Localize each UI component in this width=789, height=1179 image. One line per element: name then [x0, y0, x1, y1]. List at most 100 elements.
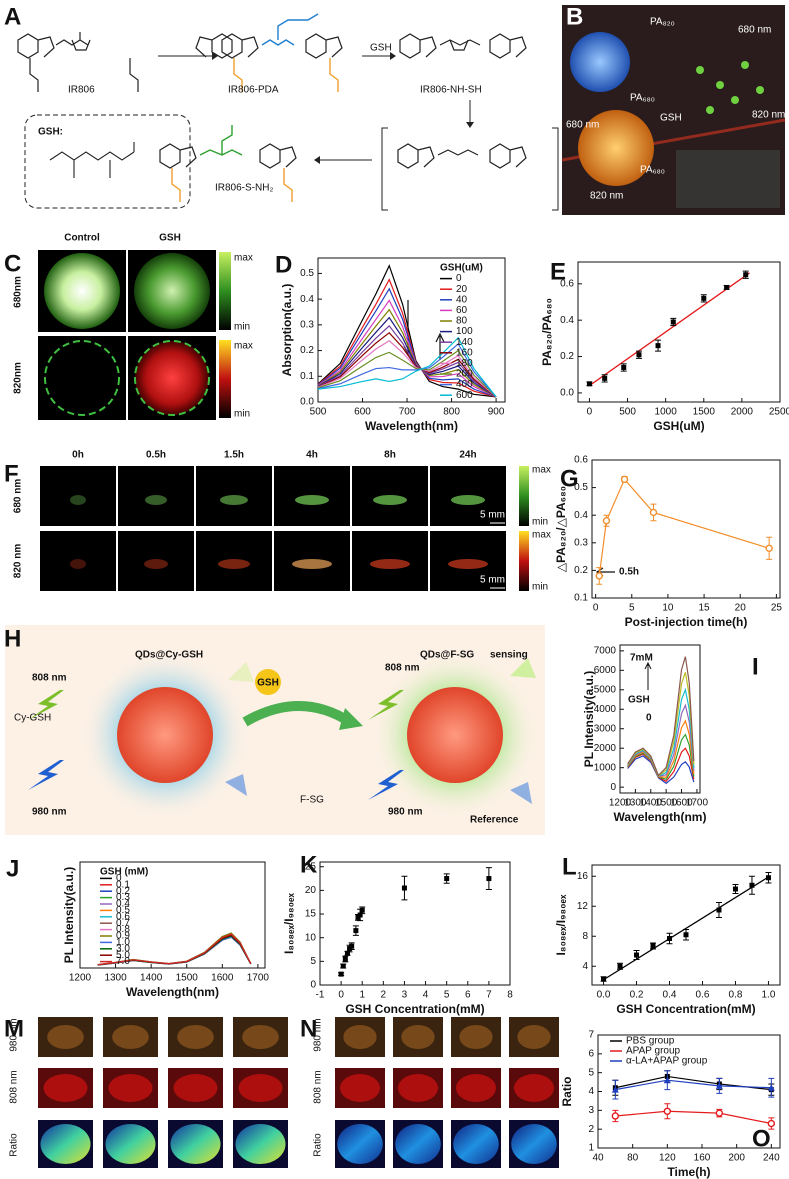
series-line — [317, 316, 497, 398]
legend-title: GSH (mM) — [100, 867, 148, 878]
series-line — [627, 755, 695, 785]
signal — [453, 1124, 499, 1164]
y-tick-label: 0.3 — [300, 319, 314, 330]
box-title: GSH: — [38, 127, 63, 138]
signal — [238, 1074, 283, 1102]
y-tick-label: 12 — [577, 901, 589, 912]
y-tick-label: 0.0 — [300, 397, 314, 408]
legend-label: 0.6 — [116, 911, 130, 922]
x-tick-label: 1 — [359, 990, 365, 1001]
image — [118, 466, 194, 526]
x-tick-label: 500 — [619, 407, 636, 418]
colorbar-label: max — [234, 341, 253, 352]
x-tick-label: 5 — [444, 990, 450, 1001]
marker — [724, 284, 730, 290]
legend-label: 0.5 — [116, 905, 130, 916]
marker — [601, 976, 607, 982]
scale-bar: 5 mm — [480, 575, 505, 586]
marker — [715, 1082, 723, 1089]
signal — [340, 1074, 380, 1102]
legend-label: 5.0 — [116, 950, 130, 961]
x-tick-label: 40 — [592, 1153, 604, 1164]
column-label: 0h — [72, 450, 84, 461]
marker — [602, 375, 608, 381]
column-label: 24h — [459, 450, 476, 461]
label: PA₈₂₀ — [650, 17, 675, 28]
legend-label: PBS group — [626, 1036, 675, 1047]
marker — [767, 1084, 775, 1091]
reagent-label: GSH — [370, 43, 392, 54]
x-tick-label: 1600 — [211, 973, 234, 984]
legend-label: 60 — [456, 305, 468, 316]
legend-label: α-LA+APAP group — [626, 1056, 708, 1067]
panel-letter: I — [752, 653, 759, 680]
panel-h: H GSH 808 nm 980 nm QDs@Cy-GSH Cy-GSH 80… — [4, 625, 545, 835]
y-tick-label: 0.0 — [560, 388, 574, 399]
y-tick-label: 0.4 — [574, 510, 588, 521]
scale-bar: 5 mm — [480, 510, 505, 521]
y-axis-label: PL Intensity(a.u.) — [62, 867, 76, 963]
legend-label: 200 — [456, 369, 473, 380]
excitation-label: 980 nm — [32, 807, 67, 818]
panel-f: F 0h 0.5h 1.5h 4h 8h 24h 680 nm 820 nm max mi… — [4, 450, 551, 593]
signal — [295, 495, 329, 505]
y-tick-label: 20 — [305, 885, 317, 896]
x-tick-label: 1400 — [140, 973, 163, 984]
marker — [444, 876, 450, 882]
plot-frame — [319, 861, 511, 986]
series-line — [627, 733, 695, 780]
reagent: GSH — [257, 678, 279, 689]
legend-label: 1.0 — [116, 937, 130, 948]
y-tick-label: 25 — [305, 861, 317, 872]
series-line — [317, 325, 497, 398]
label: PA₆₈₀ — [640, 165, 665, 176]
series-line — [317, 342, 497, 398]
series-line — [627, 656, 695, 777]
series-line — [317, 349, 497, 398]
y-tick-label: 0.2 — [574, 565, 588, 576]
excitation-label: 980 nm — [388, 807, 423, 818]
x-axis-label: GSH(uM) — [653, 419, 704, 433]
signal — [451, 495, 485, 505]
label: PA₆₈₀ — [630, 93, 655, 104]
plot-frame — [591, 864, 781, 986]
fit-line — [589, 272, 750, 387]
x-tick-label: 200 — [728, 1153, 745, 1164]
signal — [173, 1074, 218, 1102]
y-tick-label: 0.6 — [560, 278, 574, 289]
marker — [349, 943, 355, 949]
y-axis-label: Absorption(a.u.) — [280, 284, 294, 377]
marker — [732, 886, 738, 892]
panel-letter: J — [6, 855, 19, 882]
series-line — [627, 687, 695, 777]
bond — [29, 58, 139, 92]
marker — [767, 1119, 776, 1128]
series-line — [97, 933, 252, 966]
signal — [337, 1124, 383, 1164]
signal — [218, 559, 250, 569]
column-label: Control — [64, 233, 100, 244]
x-tick-label: 6 — [465, 990, 471, 1001]
y-tick-label: 2 — [588, 1124, 594, 1135]
row-label: 808 nm — [313, 1070, 324, 1103]
plot-frame — [79, 861, 266, 969]
signal — [448, 559, 488, 569]
signal — [145, 495, 167, 505]
legend-label: 3.0 — [116, 943, 130, 954]
series-line — [615, 1110, 772, 1125]
compound-label: IR806 — [68, 85, 95, 96]
panel-m: M 980 nm 808 nm Ratio — [4, 1015, 24, 1156]
y-axis-label: △PA₈₂₀/△PA₆₈₀ — [554, 486, 568, 572]
y-tick-label: 0.1 — [300, 371, 314, 382]
series-line — [317, 299, 497, 398]
gsh-box — [24, 114, 191, 209]
marker — [670, 319, 676, 325]
x-tick-label: 8 — [507, 990, 513, 1001]
x-tick-label: 2500 — [769, 407, 789, 418]
x-tick-label: 160 — [694, 1153, 711, 1164]
quantum-dot — [407, 687, 503, 783]
marker — [620, 475, 629, 484]
marker — [683, 932, 689, 938]
signal — [40, 1124, 91, 1164]
x-tick-label: 0.0 — [597, 990, 611, 1001]
